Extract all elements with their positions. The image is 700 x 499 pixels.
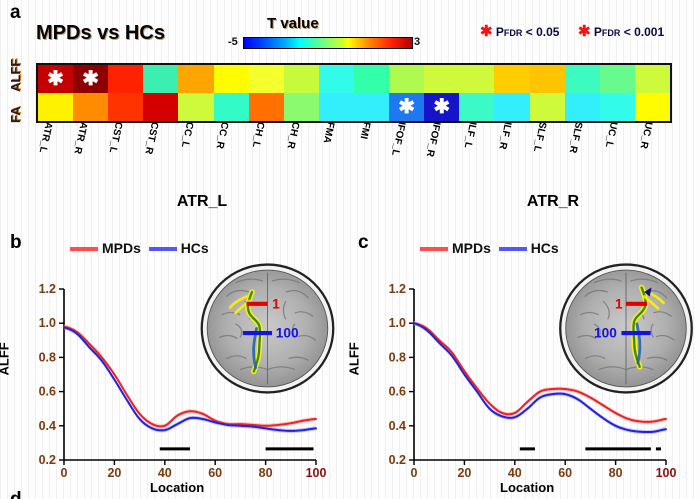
svg-text:40: 40 bbox=[158, 466, 172, 480]
svg-text:100: 100 bbox=[656, 466, 677, 480]
svg-text:1.2: 1.2 bbox=[39, 282, 56, 296]
svg-text:1.0: 1.0 bbox=[39, 316, 56, 330]
svg-text:0.4: 0.4 bbox=[389, 419, 406, 433]
svg-text:80: 80 bbox=[609, 466, 623, 480]
svg-text:60: 60 bbox=[558, 466, 572, 480]
svg-text:0.2: 0.2 bbox=[39, 453, 56, 467]
svg-text:100: 100 bbox=[594, 326, 617, 341]
svg-text:60: 60 bbox=[208, 466, 222, 480]
svg-text:1: 1 bbox=[272, 296, 280, 311]
svg-text:40: 40 bbox=[508, 466, 522, 480]
svg-text:100: 100 bbox=[276, 326, 299, 341]
svg-text:0.6: 0.6 bbox=[39, 385, 56, 399]
svg-text:20: 20 bbox=[457, 466, 471, 480]
svg-text:0.2: 0.2 bbox=[389, 453, 406, 467]
svg-text:1: 1 bbox=[615, 296, 623, 311]
svg-text:0.8: 0.8 bbox=[39, 350, 56, 364]
svg-text:0: 0 bbox=[411, 466, 418, 480]
svg-text:100: 100 bbox=[306, 466, 327, 480]
svg-text:0.4: 0.4 bbox=[39, 419, 56, 433]
svg-text:0.8: 0.8 bbox=[389, 350, 406, 364]
svg-text:20: 20 bbox=[107, 466, 121, 480]
svg-text:1.0: 1.0 bbox=[389, 316, 406, 330]
svg-text:0: 0 bbox=[61, 466, 68, 480]
svg-text:1.2: 1.2 bbox=[389, 282, 406, 296]
svg-text:80: 80 bbox=[259, 466, 273, 480]
svg-text:0.6: 0.6 bbox=[389, 385, 406, 399]
